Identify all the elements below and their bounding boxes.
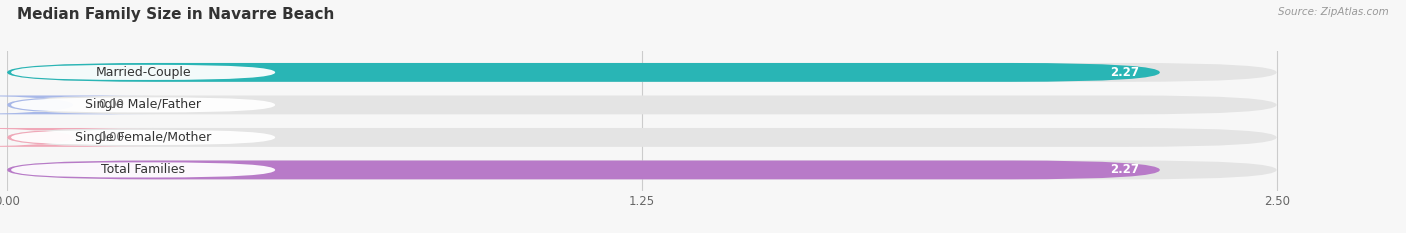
Text: Married-Couple: Married-Couple bbox=[96, 66, 191, 79]
Text: 0.00: 0.00 bbox=[98, 131, 124, 144]
Text: Single Male/Father: Single Male/Father bbox=[86, 98, 201, 111]
FancyBboxPatch shape bbox=[0, 128, 155, 147]
Text: Source: ZipAtlas.com: Source: ZipAtlas.com bbox=[1278, 7, 1389, 17]
FancyBboxPatch shape bbox=[7, 128, 1277, 147]
FancyBboxPatch shape bbox=[11, 97, 276, 113]
FancyBboxPatch shape bbox=[7, 161, 1160, 179]
FancyBboxPatch shape bbox=[7, 96, 1277, 114]
Text: 2.27: 2.27 bbox=[1111, 66, 1139, 79]
FancyBboxPatch shape bbox=[7, 63, 1160, 82]
FancyBboxPatch shape bbox=[11, 65, 276, 80]
Text: 2.27: 2.27 bbox=[1111, 163, 1139, 176]
FancyBboxPatch shape bbox=[7, 63, 1277, 82]
Text: Single Female/Mother: Single Female/Mother bbox=[75, 131, 211, 144]
Text: 0.00: 0.00 bbox=[98, 98, 124, 111]
Text: Median Family Size in Navarre Beach: Median Family Size in Navarre Beach bbox=[17, 7, 335, 22]
FancyBboxPatch shape bbox=[11, 130, 276, 145]
Text: Total Families: Total Families bbox=[101, 163, 186, 176]
FancyBboxPatch shape bbox=[0, 96, 155, 114]
FancyBboxPatch shape bbox=[11, 162, 276, 178]
FancyBboxPatch shape bbox=[7, 161, 1277, 179]
